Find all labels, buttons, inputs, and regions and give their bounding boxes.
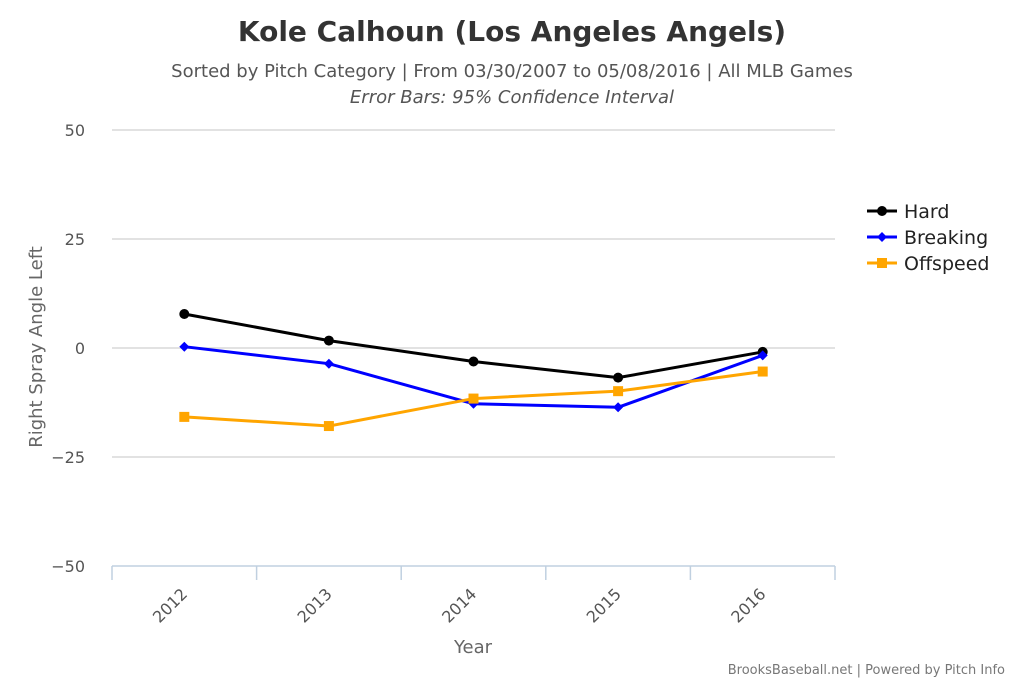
series-offspeed: [179, 366, 768, 432]
data-point-offspeed[interactable]: [179, 411, 190, 422]
legend-marker-offspeed: [877, 258, 887, 268]
y-tick-label: −25: [51, 448, 85, 467]
series-hard: [179, 308, 768, 383]
legend-item-offspeed[interactable]: Offspeed: [867, 253, 989, 275]
chart-credits[interactable]: BrooksBaseball.net | Powered by Pitch In…: [728, 663, 1005, 678]
x-tick-label: 2016: [727, 584, 769, 626]
data-point-hard[interactable]: [179, 308, 190, 319]
x-axis-title: Year: [453, 637, 493, 658]
legend: Hard Breaking Offspeed: [867, 201, 989, 275]
legend-label: Breaking: [904, 227, 988, 249]
legend-marker-breaking: [877, 232, 887, 242]
data-point-breaking[interactable]: [757, 350, 768, 361]
y-tick-label: 25: [65, 230, 85, 249]
x-tick-label: 2013: [294, 584, 336, 626]
series-line-hard[interactable]: [184, 312, 763, 380]
legend-label: Hard: [904, 201, 949, 223]
legend-marker-hard: [877, 206, 887, 216]
data-point-offspeed[interactable]: [757, 366, 768, 377]
series-group: [179, 308, 768, 432]
legend-item-hard[interactable]: Hard: [867, 201, 949, 223]
data-point-breaking[interactable]: [179, 341, 190, 352]
data-point-breaking[interactable]: [323, 358, 334, 369]
y-axis-title: Right Spray Angle Left: [26, 246, 47, 448]
x-axis: 2012 2013 2014 2015 2016: [111, 565, 836, 627]
x-tick-label: 2012: [149, 584, 191, 626]
x-tick-label: 2014: [438, 584, 480, 626]
y-tick-label: −50: [51, 557, 85, 576]
y-tick-label: 50: [65, 121, 85, 140]
data-point-breaking[interactable]: [613, 402, 624, 413]
y-tick-label: 0: [75, 339, 85, 358]
legend-label: Offspeed: [904, 253, 989, 275]
gridlines: [112, 129, 835, 458]
chart-subtitle: Sorted by Pitch Category | From 03/30/20…: [171, 61, 853, 82]
y-axis-ticks: 50 25 0 −25 −50: [51, 121, 85, 576]
data-point-hard[interactable]: [613, 372, 624, 383]
data-point-offspeed[interactable]: [323, 421, 334, 432]
legend-item-breaking[interactable]: Breaking: [867, 227, 988, 249]
data-point-hard[interactable]: [323, 335, 334, 346]
chart-title: Kole Calhoun (Los Angeles Angels): [238, 15, 786, 48]
data-point-offspeed[interactable]: [613, 386, 624, 397]
x-tick-label: 2015: [583, 584, 625, 626]
chart-subtitle-error-bars: Error Bars: 95% Confidence Interval: [350, 87, 674, 108]
data-point-offspeed[interactable]: [468, 393, 479, 404]
data-point-hard[interactable]: [468, 356, 479, 367]
